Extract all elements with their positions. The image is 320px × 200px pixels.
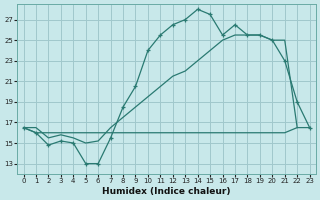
X-axis label: Humidex (Indice chaleur): Humidex (Indice chaleur) xyxy=(102,187,231,196)
